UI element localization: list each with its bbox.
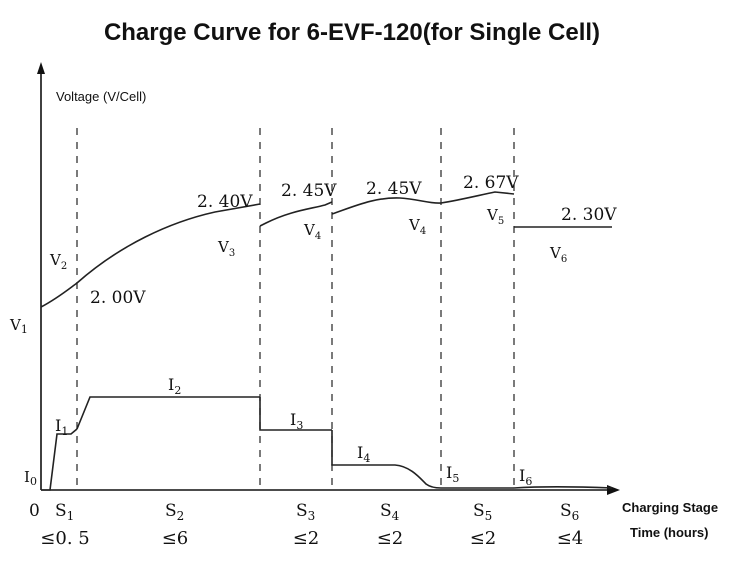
stage-label-sub: 6 <box>572 509 580 523</box>
voltage-segment-label-sub: 6 <box>561 254 567 265</box>
current-label-sub: 4 <box>363 452 370 465</box>
stage-time: ≤2 <box>293 528 320 549</box>
voltage-segment-label-sub: 5 <box>498 216 504 227</box>
voltage-segment-label: V5 <box>486 206 504 227</box>
stage-time: ≤2 <box>377 528 404 549</box>
v1-marker: V1 <box>9 316 28 336</box>
v1-marker-sub: 1 <box>21 323 28 336</box>
stage-label-base: S <box>296 501 308 521</box>
stage-label-base: S <box>473 501 485 521</box>
current-label-base: I <box>290 410 296 429</box>
y-axis-label: Voltage (V/Cell) <box>56 89 146 104</box>
voltage-segment-label-base: V <box>303 221 316 239</box>
stage-label: S4 <box>380 501 400 523</box>
stage-label: S1 <box>55 501 74 523</box>
voltage-segment-label-sub: 3 <box>229 248 235 259</box>
stage-label-sub: 1 <box>67 509 75 523</box>
voltage-segment-label: V3 <box>217 238 235 259</box>
current-segment <box>76 396 260 430</box>
voltage-segment-label-sub: 4 <box>315 231 321 242</box>
stage-label-sub: 3 <box>308 509 316 523</box>
x-axis-arrow-icon <box>607 485 620 495</box>
current-curve <box>41 396 613 491</box>
stage-label: S3 <box>296 501 315 523</box>
voltage-segment <box>259 201 333 227</box>
voltage-segment-label: V2 <box>49 251 67 272</box>
voltage-segment-label-base: V <box>408 216 421 234</box>
current-label-sub: 6 <box>525 475 532 488</box>
voltage-annotation: 2. 30V <box>561 205 617 225</box>
i0-marker: I0 <box>24 468 37 488</box>
current-label-base: I <box>55 416 61 435</box>
stage-label-sub: 5 <box>485 509 493 523</box>
current-label-sub: 3 <box>296 419 303 432</box>
current-label-sub: 5 <box>452 472 459 485</box>
current-label-sub: 1 <box>61 425 68 438</box>
current-segment <box>259 397 332 431</box>
voltage-segment-label: V4 <box>303 221 321 242</box>
voltage-segment <box>76 203 261 284</box>
voltage-segment <box>331 197 442 215</box>
voltage-segment-label-base: V <box>49 251 62 269</box>
voltage-segment-label-sub: 2 <box>61 261 67 272</box>
current-label: I2 <box>168 375 181 397</box>
stage-label: S6 <box>560 501 579 523</box>
stage-label-base: S <box>380 501 392 521</box>
current-label-base: I <box>357 443 363 462</box>
i0-marker-base: I <box>24 468 30 486</box>
voltage-annotation: 2. 00V <box>90 288 146 308</box>
voltage-segment-label-base: V <box>217 238 230 256</box>
v1-marker-base: V <box>9 316 22 334</box>
voltage-segment-label: V6 <box>549 244 567 265</box>
chart-title: Charge Curve for 6-EVF-120(for Single Ce… <box>104 19 600 46</box>
current-label: I3 <box>290 410 303 432</box>
stage-label-base: S <box>55 501 67 521</box>
stage-label-sub: 4 <box>392 509 400 523</box>
voltage-annotation: 2. 45V <box>366 179 422 199</box>
current-segment <box>331 430 442 489</box>
current-segment <box>513 486 613 489</box>
voltage-segment-label-base: V <box>486 206 499 224</box>
current-label: I4 <box>357 443 370 465</box>
stage-label-base: S <box>165 501 177 521</box>
i0-marker-sub: 0 <box>30 475 37 488</box>
voltage-segment-label-sub: 4 <box>420 226 426 237</box>
voltage-annotation: 2. 67V <box>463 173 519 193</box>
x-axis-label: Charging Stage <box>622 500 718 515</box>
current-label-base: I <box>168 375 174 394</box>
stage-label: S2 <box>165 501 184 523</box>
stage-time: ≤6 <box>162 528 189 549</box>
current-label: I6 <box>519 466 532 488</box>
stage-label-base: S <box>560 501 572 521</box>
current-label-base: I <box>446 463 452 482</box>
origin-label: 0 <box>29 501 40 521</box>
current-label-base: I <box>519 466 525 485</box>
stage-dividers <box>76 128 515 492</box>
stage-label-sub: 2 <box>177 509 185 523</box>
voltage-annotation: 2. 45V <box>281 181 337 201</box>
stage-time: ≤4 <box>557 528 584 549</box>
y-axis-arrow-icon <box>37 62 45 74</box>
stage-time: ≤2 <box>470 528 497 549</box>
voltage-annotation: 2. 40V <box>197 192 253 212</box>
voltage-segment-label-base: V <box>549 244 562 262</box>
voltage-curve <box>40 191 612 308</box>
voltage-segment-label: V4 <box>408 216 426 237</box>
stage-label: S5 <box>473 501 492 523</box>
time-axis-label: Time (hours) <box>630 525 709 540</box>
current-label-sub: 2 <box>174 384 181 397</box>
stage-time: ≤0. 5 <box>40 528 89 549</box>
voltage-segment <box>40 282 78 308</box>
current-label: I5 <box>446 463 459 485</box>
voltage-segment <box>440 191 515 204</box>
current-segment <box>41 428 78 491</box>
current-label: I1 <box>55 416 68 438</box>
